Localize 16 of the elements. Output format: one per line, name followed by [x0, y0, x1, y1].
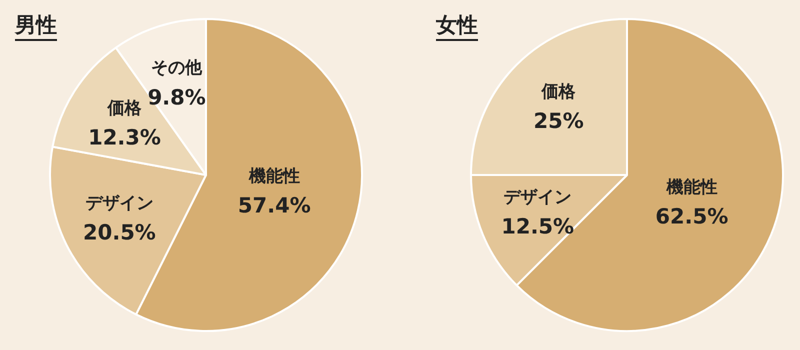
slice-label: デザイン: [504, 187, 572, 208]
chart-title: 男性: [15, 12, 57, 41]
data-label: 62.5%: [655, 204, 728, 228]
data-label: 12.5%: [501, 214, 574, 238]
data-label: 12.3%: [88, 125, 161, 150]
data-label: 9.8%: [148, 85, 206, 110]
slice-label: その他: [151, 58, 204, 78]
slice-label: 機能性: [665, 177, 718, 198]
data-label: 25%: [533, 109, 584, 134]
slice-label: 価格: [106, 98, 142, 118]
chart-title: 女性: [436, 12, 478, 41]
slice-label: デザイン: [85, 194, 154, 214]
data-label: 57.4%: [238, 194, 311, 218]
data-label: 20.5%: [82, 220, 156, 245]
slice-label: 機能性: [248, 166, 300, 187]
slice-label: 価格: [540, 82, 577, 102]
